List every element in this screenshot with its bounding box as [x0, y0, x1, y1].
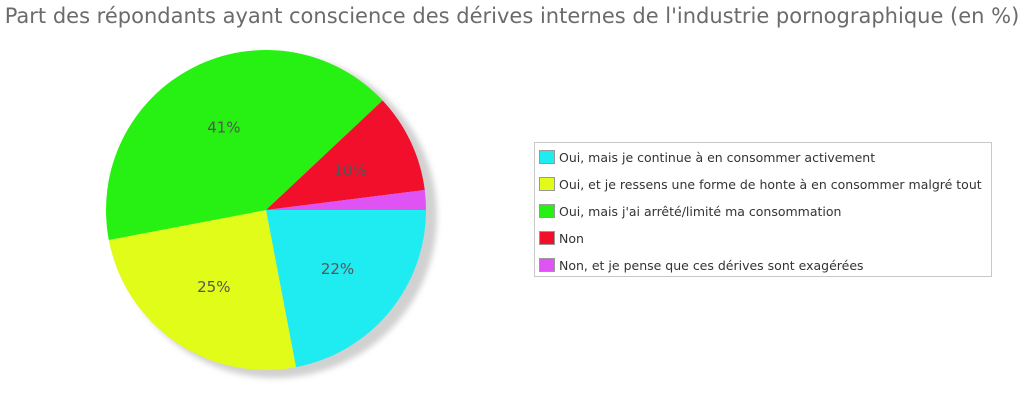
pie-slice-4 — [266, 100, 425, 210]
legend: Oui, mais je continue à en consommer act… — [534, 142, 992, 277]
slice-label-1: 22% — [321, 260, 354, 278]
slice-label-4: 10% — [333, 162, 366, 180]
legend-label: Oui, mais je continue à en consommer act… — [559, 149, 876, 165]
legend-item-3: Oui, mais j'ai arrêté/limité ma consomma… — [539, 201, 841, 221]
pie-slice-5 — [266, 189, 426, 210]
legend-swatch — [539, 204, 555, 218]
legend-label: Non, et je pense que ces dérives sont ex… — [559, 257, 864, 273]
legend-swatch — [539, 258, 555, 272]
chart-title: Part des répondants ayant conscience des… — [4, 4, 1020, 28]
legend-label: Non — [559, 230, 584, 246]
pie-slice-1 — [266, 210, 426, 368]
legend-item-2: Oui, et je ressens une forme de honte à … — [539, 174, 982, 194]
legend-item-1: Oui, mais je continue à en consommer act… — [539, 147, 875, 167]
legend-label: Oui, mais j'ai arrêté/limité ma consomma… — [559, 203, 842, 219]
legend-swatch — [539, 150, 555, 164]
legend-item-4: Non — [539, 228, 584, 248]
slice-label-3: 41% — [207, 118, 240, 136]
legend-item-5: Non, et je pense que ces dérives sont ex… — [539, 255, 864, 275]
pie-slice-3 — [105, 49, 383, 240]
slice-label-2: 25% — [197, 278, 230, 296]
legend-swatch — [539, 231, 555, 245]
legend-label: Oui, et je ressens une forme de honte à … — [559, 176, 982, 192]
legend-swatch — [539, 177, 555, 191]
pie-slice-2 — [108, 210, 296, 371]
